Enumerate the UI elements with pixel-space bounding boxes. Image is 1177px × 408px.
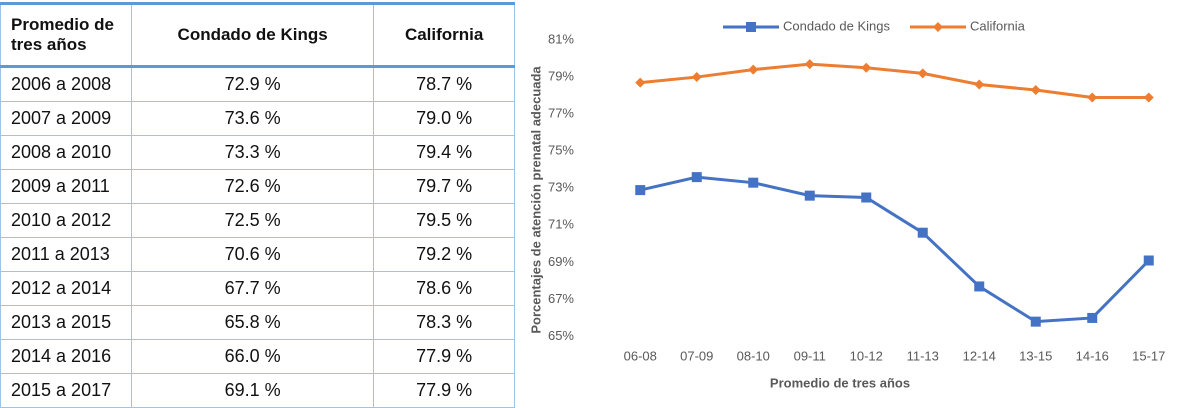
marker (861, 62, 872, 73)
table-cell: 2011 a 2013 (0, 237, 132, 272)
marker (804, 59, 815, 70)
x-tick-label: 07-09 (680, 348, 713, 363)
header-cell: Condado de Kings (130, 2, 375, 68)
y-tick-label: 77% (548, 106, 574, 121)
table-cell: 69.1 % (130, 373, 375, 408)
table-cell: 2014 a 2016 (0, 339, 132, 374)
x-tick-label: 14-16 (1076, 348, 1109, 363)
y-tick-label: 81% (548, 31, 574, 46)
table-cell: 2007 a 2009 (0, 101, 132, 136)
table-cell: 2013 a 2015 (0, 305, 132, 340)
table-cell: 67.7 % (130, 271, 375, 306)
table-cell: 78.7 % (373, 66, 515, 102)
line (639, 175, 1150, 324)
table-row: 2006 a 2008 72.9 % 78.7 % (0, 66, 515, 102)
x-tick-label: 08-10 (737, 348, 770, 363)
table-cell: 72.5 % (130, 203, 375, 238)
table-row: 2012 a 2014 67.7 % 78.6 % (0, 271, 515, 306)
table-cell: 73.6 % (130, 101, 375, 136)
line (640, 62, 1149, 99)
x-tick-label: 10-12 (850, 348, 883, 363)
table-cell: 79.4 % (373, 135, 515, 170)
marker (746, 22, 756, 32)
table-cell: 2010 a 2012 (0, 203, 132, 238)
table-cell: 2012 a 2014 (0, 271, 132, 306)
table-row: 2010 a 2012 72.5 % 79.5 % (0, 203, 515, 238)
x-tick-label: 06-08 (624, 348, 657, 363)
header-cell: California (373, 2, 515, 68)
marker (917, 68, 928, 79)
table-row: 2014 a 2016 66.0 % 77.9 % (0, 339, 515, 374)
marker (804, 190, 815, 201)
legend-label: Condado de Kings (783, 18, 890, 33)
marker (691, 172, 702, 183)
y-tick-label: 79% (548, 68, 574, 83)
table-row: 2009 a 2011 72.6 % 79.7 % (0, 169, 515, 204)
table-cell: 78.3 % (373, 305, 515, 340)
x-tick-label: 09-11 (794, 348, 826, 363)
table-cell: 70.6 % (130, 237, 375, 272)
table-cell: 79.5 % (373, 203, 515, 238)
marker (1143, 255, 1154, 266)
y-axis-title: Porcentajes de atención prenatal adecuad… (528, 66, 543, 334)
marker (917, 227, 928, 238)
table-row: 2015 a 2017 69.1 % 77.9 % (0, 373, 515, 408)
table-cell: 77.9 % (373, 339, 515, 374)
table-cell: 72.6 % (130, 169, 375, 204)
legend-label: California (970, 18, 1026, 33)
header-row: Promedio de tres años Condado de Kings Cal… (0, 2, 515, 68)
marker (1030, 316, 1041, 327)
x-tick-label: 15-17 (1132, 348, 1165, 363)
table-cell: 79.2 % (373, 237, 515, 272)
x-tick-label: 13-15 (1019, 348, 1052, 363)
table-cell: 65.8 % (130, 305, 375, 340)
marker (974, 79, 985, 90)
y-tick-label: 69% (548, 254, 574, 269)
table-cell: 2006 a 2008 (0, 66, 132, 102)
marker (1143, 92, 1154, 103)
marker (974, 281, 985, 292)
marker (1087, 312, 1098, 323)
marker (932, 22, 943, 32)
table-cell: 72.9 % (130, 66, 375, 102)
table-cell: 78.6 % (373, 271, 515, 306)
table-row: 2013 a 2015 65.8 % 78.3 % (0, 305, 515, 340)
marker (748, 177, 759, 188)
x-axis-title: Promedio de tres años (770, 375, 910, 390)
marker (691, 72, 702, 83)
table-cell: 2015 a 2017 (0, 373, 132, 408)
y-tick-label: 71% (548, 217, 574, 232)
table-cell: 66.0 % (130, 339, 375, 374)
y-tick-label: 67% (548, 291, 574, 306)
table-row: 2011 a 2013 70.6 % 79.2 % (0, 237, 515, 272)
marker (635, 185, 646, 196)
table-row: 2008 a 2010 73.3 % 79.4 % (0, 135, 515, 170)
x-tick-label: 11-13 (907, 348, 939, 363)
y-tick-label: 75% (548, 143, 574, 158)
marker (1087, 92, 1098, 103)
table-cell: 73.3 % (130, 135, 375, 170)
table-cell: 77.9 % (373, 373, 515, 408)
table-cell: 79.7 % (373, 169, 515, 204)
y-tick-label: 65% (548, 328, 574, 343)
table-cell: 2009 a 2011 (0, 169, 132, 204)
header-cell: Promedio de tres años (0, 2, 132, 68)
table-cell: 2008 a 2010 (0, 135, 132, 170)
marker (1030, 85, 1041, 96)
marker (861, 192, 872, 203)
y-tick-label: 73% (548, 180, 574, 195)
table-row: 2007 a 2009 73.6 % 79.0 % (0, 101, 515, 136)
marker (748, 64, 759, 75)
data-table: Promedio de tres años Condado de Kings Cal… (0, 2, 515, 408)
marker (635, 77, 646, 88)
table-cell: 79.0 % (373, 101, 515, 136)
x-tick-label: 12-14 (963, 348, 996, 363)
chart: Promedio de tres años Porcentajes de ate… (528, 18, 1165, 390)
